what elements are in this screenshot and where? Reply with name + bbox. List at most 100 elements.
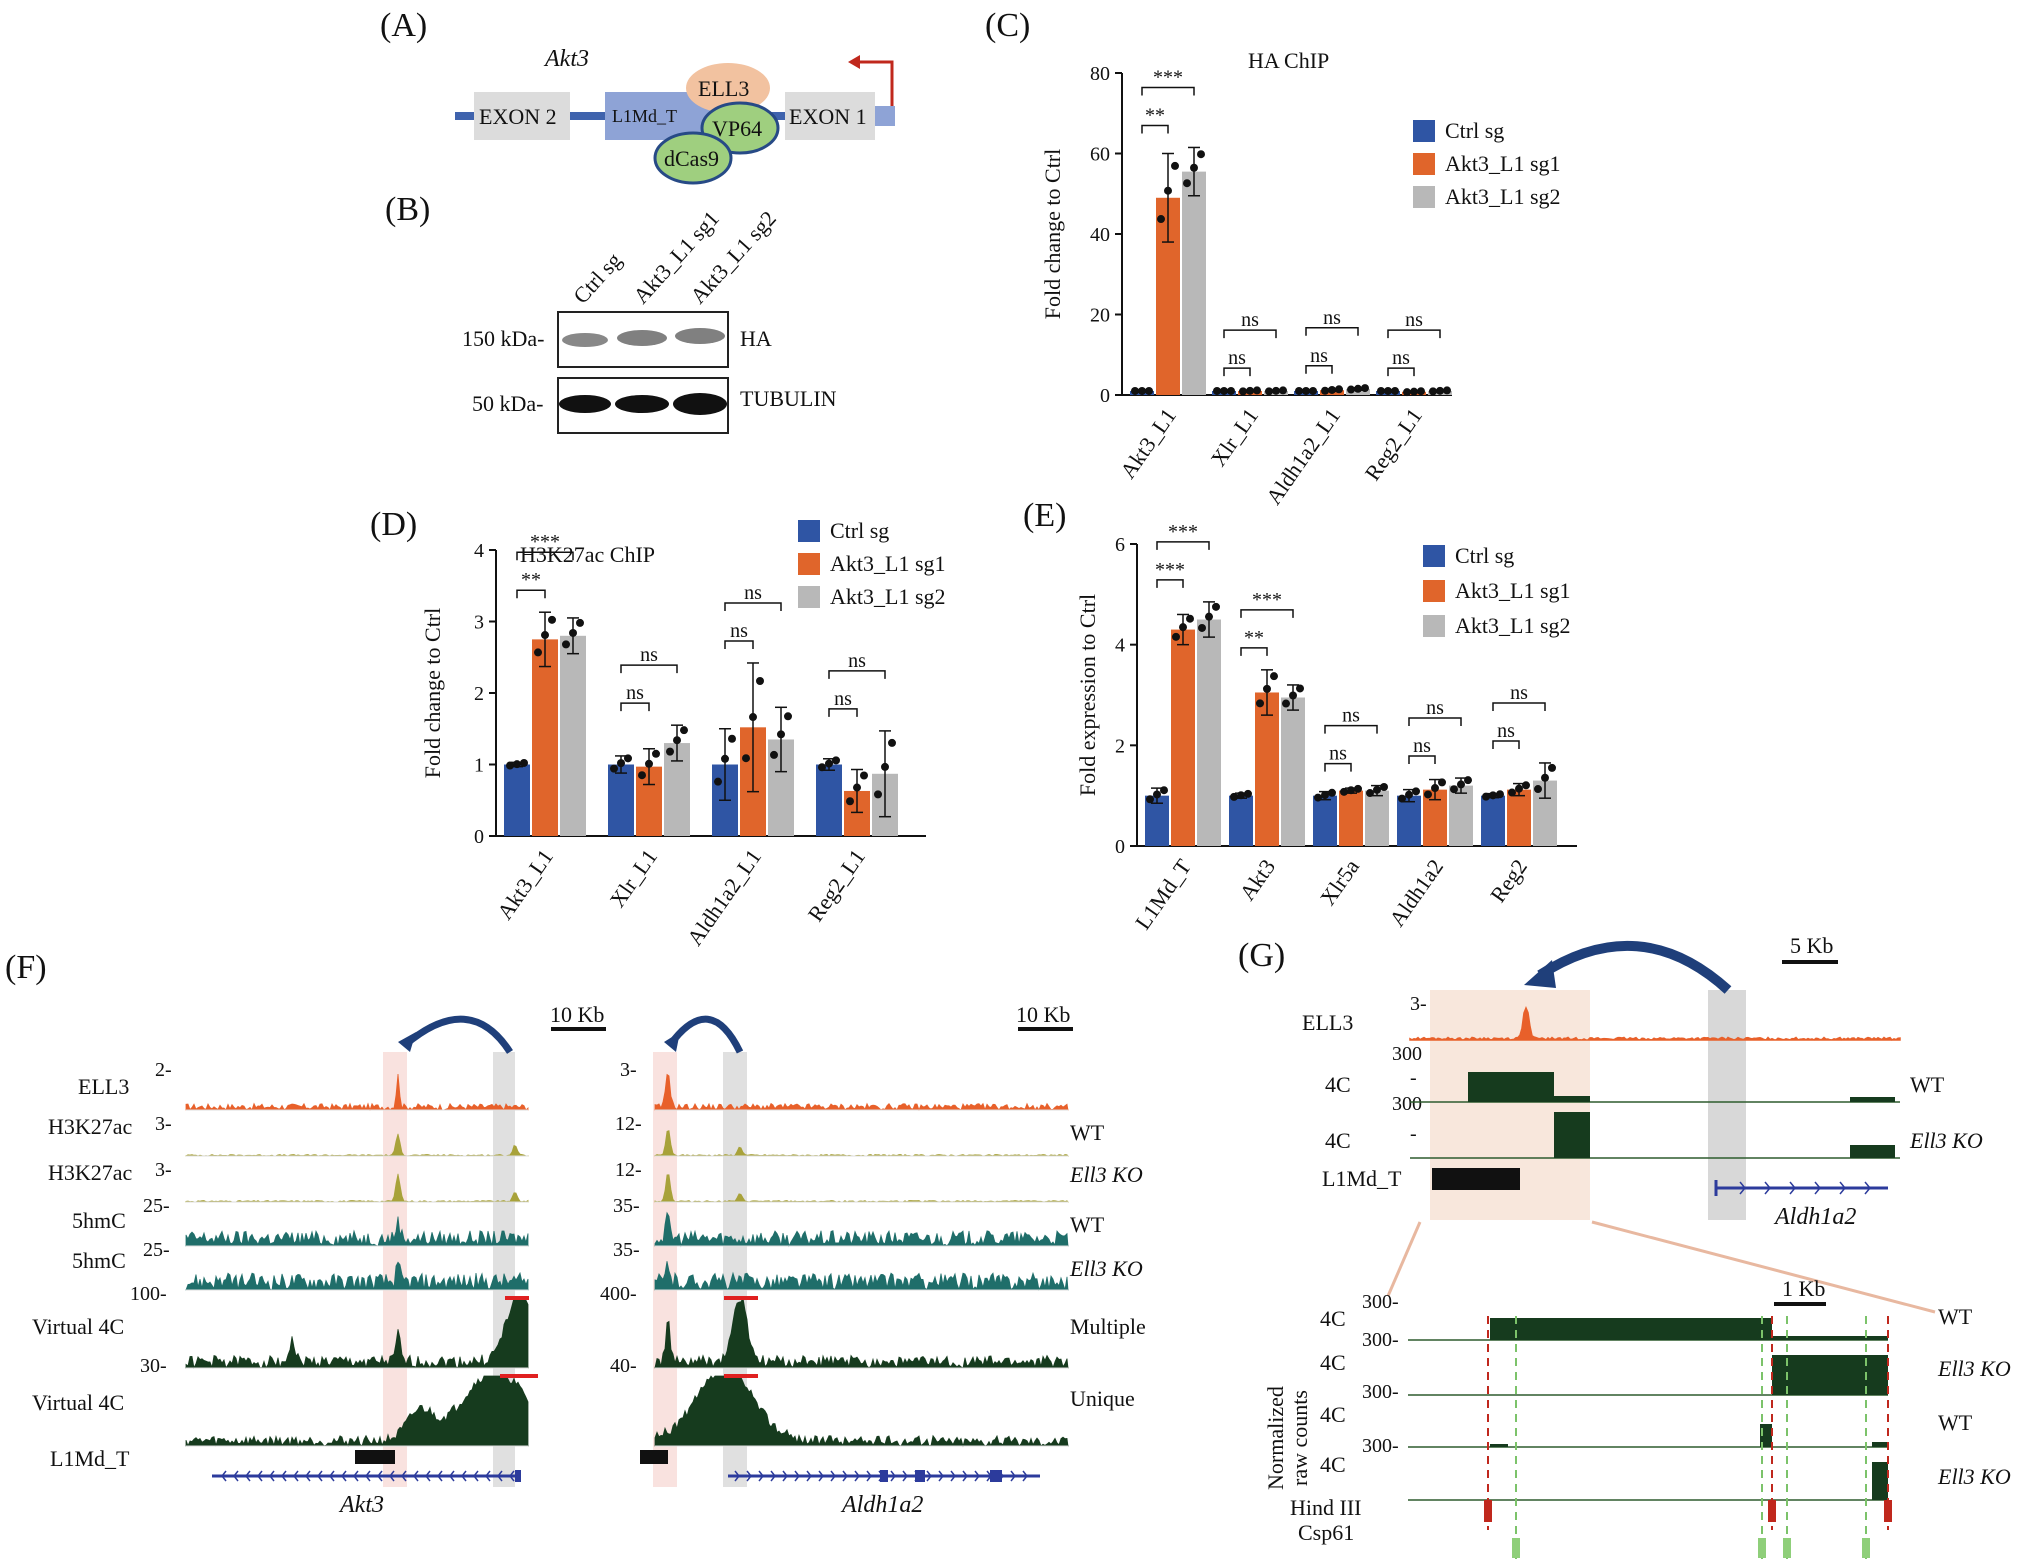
sig-bracket: [1387, 329, 1441, 339]
track-signal-right: [654, 1211, 1069, 1248]
data-point: [1256, 699, 1264, 708]
g2-4c-label: 4C: [1320, 1402, 1346, 1427]
data-point: [652, 749, 660, 758]
legend-swatch: [1423, 615, 1445, 637]
data-point: [846, 797, 854, 806]
data-point: [1296, 684, 1304, 693]
g-4c-wt-label: 4C: [1325, 1072, 1351, 1097]
g-l1md-label: L1Md_T: [1322, 1166, 1402, 1191]
data-point: [818, 763, 826, 772]
range-left: 25-: [143, 1195, 170, 1217]
g2-ko: Ell3 KO: [1937, 1356, 2011, 1381]
chart-title: H3K27ac ChIP: [520, 542, 655, 567]
sig-label: ***: [530, 531, 560, 553]
panel-g: (G) 5 Kb ELL3 3- 300 4C - 300 WT 4C - El…: [1238, 933, 2011, 1559]
strand-mark-icon: [830, 1470, 836, 1482]
sig-bracket: [724, 640, 754, 649]
sig-bracket: [1141, 124, 1169, 134]
y-tick-label: 0: [474, 826, 484, 848]
exon1-utr: [875, 106, 895, 126]
data-point: [1328, 385, 1336, 394]
sig-label: ns: [1405, 309, 1423, 331]
strand-mark-icon: [746, 1470, 752, 1482]
data-point: [860, 771, 868, 780]
y-axis-title: Fold change to Ctrl: [1040, 149, 1065, 319]
bar-sg1: [1507, 789, 1531, 846]
data-point: [1164, 186, 1172, 195]
data-point: [576, 618, 584, 627]
category-label: L1Md_T: [1130, 854, 1196, 934]
ell3-ellipse: [686, 63, 770, 113]
data-point: [1190, 163, 1198, 172]
sig-label: ns: [744, 582, 762, 604]
g-ko: Ell3 KO: [1909, 1128, 1983, 1153]
data-point: [1534, 785, 1542, 794]
zoom-line: [1386, 1221, 1422, 1297]
track-h3k27ac-wt: H3K27ac: [48, 1114, 133, 1139]
data-point: [1213, 386, 1221, 395]
strand-mark-icon: [974, 1470, 980, 1482]
g-l1md-block: [1432, 1168, 1520, 1190]
track-signal-left: [185, 1133, 529, 1157]
sig-bracket: [1141, 86, 1195, 96]
strand-mark-icon: [818, 1470, 824, 1482]
strand-mark-icon: [1814, 1181, 1821, 1195]
cond-wt: WT: [1070, 1120, 1105, 1145]
exon-block: [515, 1470, 521, 1482]
lane-ctrl: Ctrl sg: [568, 248, 626, 309]
strand-mark-icon: [1022, 1470, 1028, 1482]
data-point: [714, 777, 722, 786]
data-point: [569, 628, 577, 637]
data-point: [562, 640, 570, 649]
data-point: [1157, 215, 1165, 224]
y-tick-label: 4: [474, 540, 484, 562]
data-point: [825, 759, 833, 768]
exon1-box: [785, 92, 875, 140]
track-5hmc-ko: 5hmC: [72, 1248, 126, 1273]
legend-swatch: [1413, 153, 1435, 175]
data-point: [1366, 789, 1374, 798]
exon2-label: EXON 2: [479, 104, 557, 129]
data-point: [853, 783, 861, 792]
range-right: 35-: [613, 1239, 640, 1261]
track-signal-right: [654, 1130, 1069, 1157]
data-point: [1391, 386, 1399, 395]
strand-mark-icon: [509, 1470, 515, 1482]
g2-range: 300-: [1362, 1329, 1399, 1351]
sig-bracket: [620, 702, 650, 712]
legend-swatch: [798, 520, 820, 542]
legend-label: Akt3_L1 sg2: [830, 584, 946, 609]
data-point: [1205, 612, 1213, 621]
panel-g-label: (G): [1238, 937, 1285, 974]
exon-block: [880, 1470, 888, 1482]
data-point: [1410, 387, 1418, 396]
sig-label: ns: [640, 644, 658, 666]
strand-mark-icon: [854, 1470, 860, 1482]
sig-bracket: [1324, 724, 1378, 734]
track-signal-left: [185, 1375, 529, 1448]
g2-block-ko2: [1872, 1462, 1888, 1500]
track-signal-right: [654, 1073, 1069, 1112]
y-tick-label: 80: [1090, 63, 1110, 85]
data-point: [1321, 791, 1329, 800]
sig-bracket: [1223, 367, 1251, 377]
strand-mark-icon: [317, 1470, 323, 1482]
legend-swatch: [1413, 120, 1435, 142]
strand-mark-icon: [1839, 1181, 1846, 1195]
bar-sg1: [532, 639, 558, 836]
category-label: Aldh1a2: [1384, 855, 1448, 931]
ha-band: [617, 330, 667, 346]
g2-range: 300-: [1362, 1435, 1399, 1457]
strand-mark-icon: [269, 1470, 275, 1482]
l1md-block-akt3: [355, 1450, 395, 1464]
bar-ctrl: [1145, 795, 1169, 846]
sig-bracket: [1240, 609, 1294, 618]
range-left: 2-: [155, 1059, 172, 1081]
viewpoint-marker: [500, 1374, 538, 1378]
data-point: [1412, 787, 1420, 796]
cond-ko: Ell3 KO: [1069, 1256, 1143, 1281]
data-point: [728, 734, 736, 743]
g-4c-ko-block: [1554, 1112, 1590, 1158]
g-range: 300: [1392, 1043, 1422, 1065]
data-point: [1220, 386, 1228, 395]
